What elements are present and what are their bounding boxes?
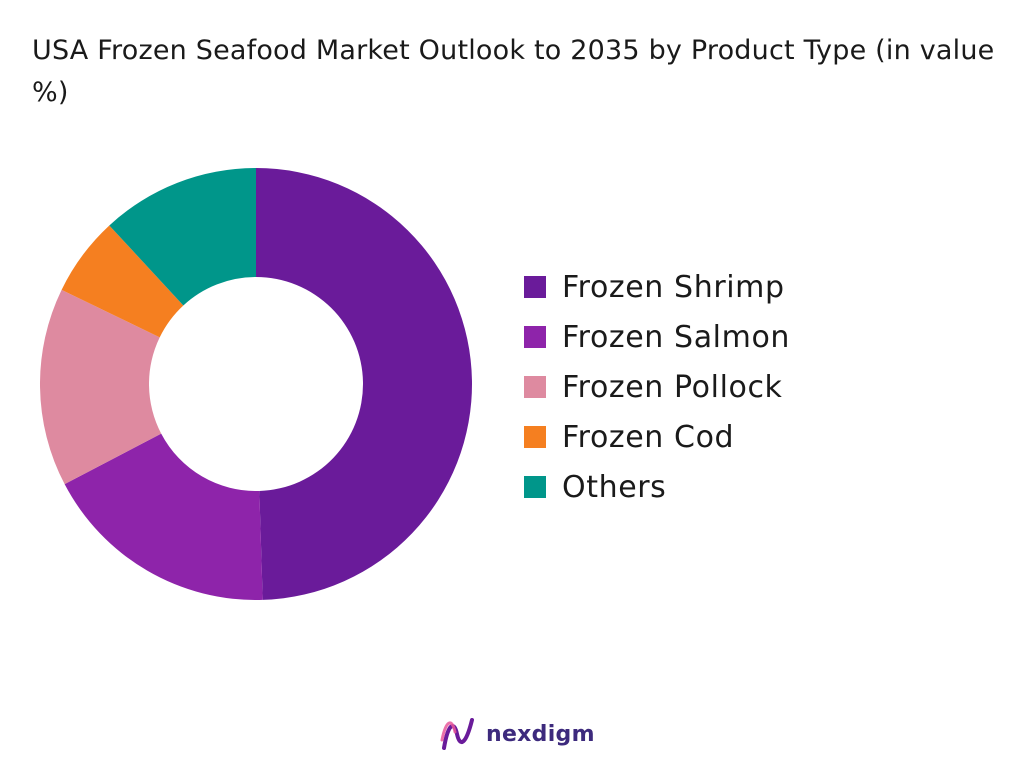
legend-label-frozen-shrimp: Frozen Shrimp <box>562 269 785 305</box>
legend-label-frozen-cod: Frozen Cod <box>562 419 735 455</box>
legend-swatch-others <box>524 476 546 498</box>
legend-label-frozen-pollock: Frozen Pollock <box>562 369 783 405</box>
slice-frozen-shrimp <box>256 168 472 600</box>
legend-swatch-frozen-pollock <box>524 376 546 398</box>
legend-swatch-frozen-shrimp <box>524 276 546 298</box>
slice-frozen-pollock <box>39 289 162 485</box>
legend-swatch-frozen-cod <box>524 426 546 448</box>
brand-logo: nexdigm <box>440 714 595 754</box>
nexdigm-logo-icon <box>440 718 474 750</box>
legend: Frozen Shrimp Frozen Salmon Frozen Pollock… <box>524 262 790 512</box>
legend-item-frozen-pollock: Frozen Pollock <box>524 362 790 412</box>
legend-item-frozen-shrimp: Frozen Shrimp <box>524 262 790 312</box>
legend-label-frozen-salmon: Frozen Salmon <box>562 319 791 355</box>
slice-frozen-salmon <box>64 433 263 600</box>
legend-item-others: Others <box>524 462 790 512</box>
donut-slices <box>39 168 472 600</box>
chart-title: USA Frozen Seafood Market Outlook to 203… <box>32 35 995 108</box>
legend-label-others: Others <box>562 469 667 505</box>
slice-frozen-cod <box>61 225 184 338</box>
slice-others <box>109 168 256 306</box>
legend-item-frozen-salmon: Frozen Salmon <box>524 312 790 362</box>
legend-swatch-frozen-salmon <box>524 326 546 348</box>
brand-name: nexdigm <box>486 721 595 747</box>
legend-item-frozen-cod: Frozen Cod <box>524 412 790 462</box>
